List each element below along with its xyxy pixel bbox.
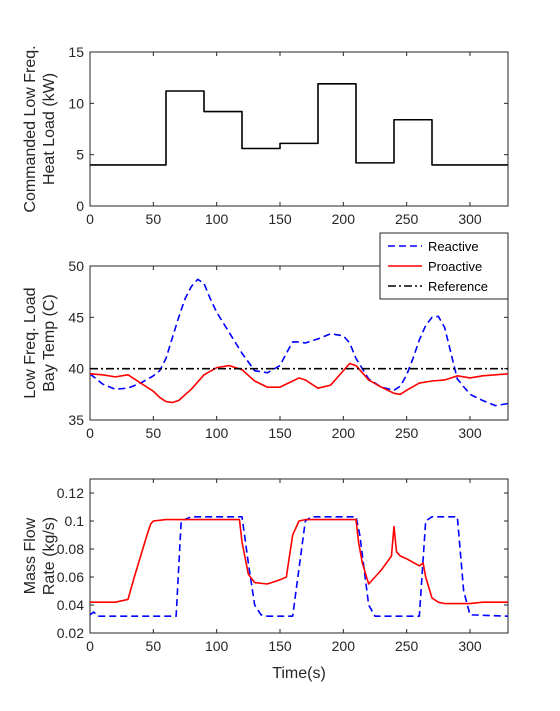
y-tick-label: 0.06 [57,569,84,585]
x-axis-label: Time(s) [272,665,326,682]
y-tick-label: 0.02 [57,625,84,641]
legend-label-proactive: Proactive [428,259,482,274]
x-tick-label: 100 [205,211,229,227]
x-tick-label: 200 [332,211,356,227]
y-tick-label: 0 [76,198,84,214]
x-tick-label: 50 [146,638,162,654]
chart-panel-1: 0 50 100 150 200 250 300 0 5 10 15 Commanded Low Fr… [22,44,509,227]
y-tick-label: 15 [68,44,84,60]
x-tick-label: 150 [268,211,292,227]
y-tick-label: 10 [68,95,84,111]
x-tick-label: 150 [268,638,292,654]
x-tick-label: 300 [458,425,482,441]
y-axis-label: Mass Flow Rate (kg/s) [22,517,58,595]
y-tick-label: 5 [76,147,84,163]
series-line-heat-load [90,83,508,166]
y-tick-label: 0.04 [57,597,84,613]
y-tick-label: 35 [68,412,84,428]
y-tick-label: 50 [68,258,84,274]
series-line-proactive [90,362,508,404]
legend-label-reference: Reference [428,279,488,294]
x-tick-label: 50 [146,211,162,227]
x-tick-label: 100 [205,638,229,654]
axes-box [89,478,509,634]
x-tick-label: 200 [332,638,356,654]
x-tick-label: 250 [395,425,419,441]
x-tick-label: 100 [205,425,229,441]
legend-label-reactive: Reactive [428,239,479,254]
legend: Reactive Proactive Reference [379,232,509,300]
y-tick-label: 45 [68,309,84,325]
series-line-proactive [90,518,508,605]
series-line-reactive [90,516,508,617]
x-tick-label: 0 [86,211,94,227]
x-tick-label: 0 [86,638,94,654]
y-tick-label: 0.1 [65,513,85,529]
x-tick-label: 250 [395,638,419,654]
x-tick-label: 250 [395,211,419,227]
x-tick-label: 50 [146,425,162,441]
y-tick-label: 40 [68,361,84,377]
x-tick-label: 0 [86,425,94,441]
x-tick-label: 300 [458,211,482,227]
x-tick-label: 200 [332,425,356,441]
y-axis-label: Low Freq. Load Bay Temp (C) [22,287,58,398]
x-tick-label: 150 [268,425,292,441]
y-axis-label: Commanded Low Freq. Heat Load (kW) [22,45,58,212]
y-tick-label: 0.08 [57,541,84,557]
chart-panel-2: 0 50 100 150 200 250 300 35 40 45 50 Low Freq. Load… [22,232,509,441]
y-tick-label: 0.12 [57,485,84,501]
chart-panel-3: 0 50 100 150 200 250 300 0.02 0.04 0.06 0.08 0.1 0.1… [22,478,509,682]
axes-box [89,51,509,207]
x-tick-label: 300 [458,638,482,654]
